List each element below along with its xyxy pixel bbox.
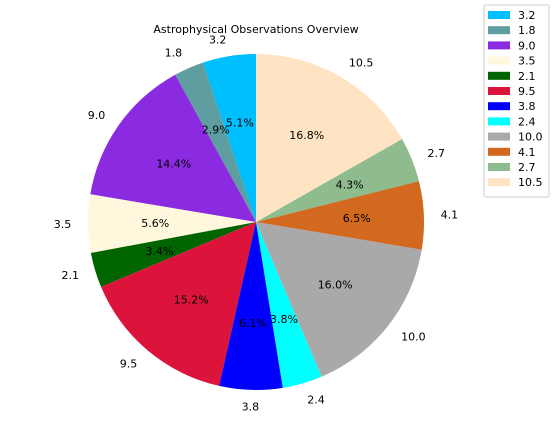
legend-swatch-8 <box>488 132 510 141</box>
slice-percent-2: 14.4% <box>156 158 191 171</box>
legend-swatch-10 <box>488 163 510 171</box>
legend-swatch-0 <box>488 11 510 19</box>
slice-label-10: 2.7 <box>428 147 446 160</box>
legend-label-7: 2.4 <box>518 115 536 128</box>
pie-slice-6 <box>219 222 283 390</box>
slice-label-5: 9.5 <box>120 358 138 371</box>
slice-percent-7: 3.8% <box>270 313 298 326</box>
legend-label-0: 3.2 <box>518 9 536 22</box>
legend-items: 3.2 1.8 9.0 3.5 2.1 9.5 3.8 2.4 10.0 4.1 2.7 10.5 <box>488 9 543 189</box>
legend-swatch-3 <box>488 56 510 65</box>
chart-title: Astrophysical Observations Overview <box>153 23 358 36</box>
slice-percent-10: 4.3% <box>336 178 364 191</box>
slice-percent-4: 3.4% <box>145 245 173 258</box>
pie-slice-3 <box>87 194 256 254</box>
legend-label-8: 10.0 <box>518 131 543 144</box>
pie-slice-8 <box>256 222 422 377</box>
slice-percent-3: 5.6% <box>141 217 169 230</box>
pie-slice-7 <box>256 222 322 388</box>
legend-swatch-9 <box>488 147 510 156</box>
slice-label-9: 4.1 <box>441 209 459 222</box>
legend-swatch-6 <box>488 102 510 111</box>
slice-percent-0: 5.1% <box>226 116 254 129</box>
slice-label-8: 10.0 <box>401 330 426 343</box>
slice-labels: 3.2 1.8 9.0 3.5 2.1 9.5 3.8 2.4 10.0 4.1 2.7 10.5 <box>54 34 458 414</box>
pie-slice-5 <box>101 222 257 386</box>
legend-label-10: 2.7 <box>518 161 536 174</box>
pie-slice-10 <box>256 138 419 222</box>
slice-label-2: 9.0 <box>88 109 106 122</box>
legend-label-4: 2.1 <box>518 70 536 83</box>
legend-label-11: 10.5 <box>518 176 543 189</box>
percent-labels: 5.1%2.9% 14.4% 5.6% 3.4% 15.2% 6.1% 3.8% 16.0% 6… <box>141 116 370 329</box>
pie-slice-11 <box>256 54 403 222</box>
legend-swatch-2 <box>488 41 510 50</box>
legend-swatch-1 <box>488 26 510 35</box>
legend-label-5: 9.5 <box>518 85 536 98</box>
legend: 3.2 1.8 9.0 3.5 2.1 9.5 3.8 2.4 10.0 4.1 2.7 10.5 <box>483 4 550 198</box>
legend-label-6: 3.8 <box>518 100 536 113</box>
legend-label-1: 1.8 <box>518 24 536 37</box>
legend-swatch-4 <box>488 71 510 80</box>
legend-swatch-7 <box>488 117 510 126</box>
legend-label-2: 9.0 <box>518 39 536 52</box>
pie-slice-4 <box>90 222 256 287</box>
slice-percent-11: 16.8% <box>289 129 324 142</box>
pie-slice-9 <box>256 181 424 250</box>
slice-label-0: 3.2 <box>209 34 227 47</box>
slice-percent-6: 6.1% <box>239 317 267 330</box>
slice-label-7: 2.4 <box>307 394 325 407</box>
legend-swatch-11 <box>488 178 510 187</box>
slice-percent-1: 2.9% <box>202 124 230 137</box>
slice-label-3: 3.5 <box>54 218 72 231</box>
legend-swatch-5 <box>488 87 510 95</box>
legend-label-3: 3.5 <box>518 55 536 68</box>
pie-slice-0 <box>202 54 256 222</box>
slice-percent-5: 15.2% <box>174 293 209 306</box>
pie-slice-1 <box>175 62 256 223</box>
pie-slice-2 <box>90 74 256 222</box>
legend-label-9: 4.1 <box>518 146 536 159</box>
slice-percent-9: 6.5% <box>343 212 371 225</box>
slice-label-4: 2.1 <box>61 269 79 282</box>
slice-label-1: 1.8 <box>165 47 183 60</box>
slice-label-6: 3.8 <box>242 401 260 414</box>
pie-slices <box>87 54 424 390</box>
slice-percent-8: 16.0% <box>318 278 353 291</box>
slice-label-11: 10.5 <box>349 56 374 69</box>
